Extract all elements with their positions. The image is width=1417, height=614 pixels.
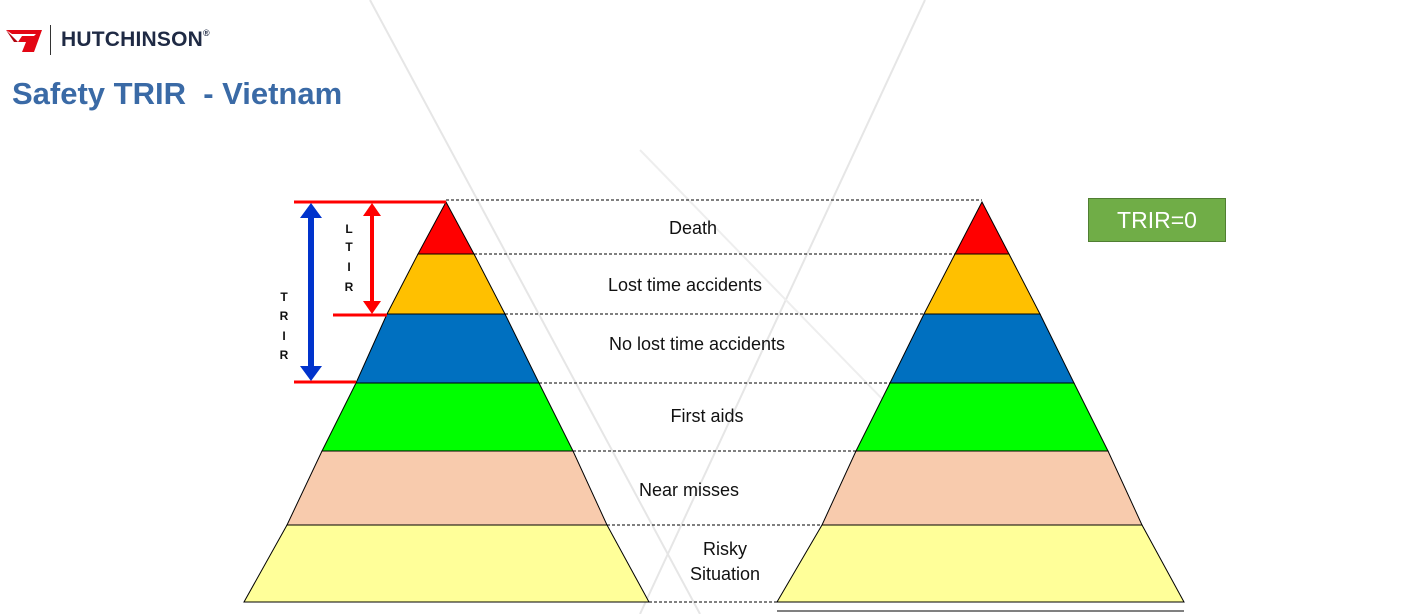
background-line <box>639 0 926 614</box>
right-level-first-aids <box>855 382 1109 452</box>
level-label-risky-line: Risky <box>703 539 747 559</box>
level-label-lost-time: Lost time accidents <box>608 275 762 295</box>
right-pyramid <box>776 200 1185 612</box>
ltir-indicator <box>294 200 446 317</box>
trir-letters: T R I R <box>280 290 289 362</box>
hutchinson-logo-icon <box>6 30 42 52</box>
level-label-death: Death <box>669 218 717 238</box>
svg-text:R: R <box>280 309 289 323</box>
right-level-risky <box>776 524 1185 603</box>
right-level-no-lost-time <box>889 313 1075 384</box>
left-level-first-aids <box>321 382 574 452</box>
svg-text:R: R <box>345 280 354 294</box>
level-label-no-lost-time: No lost time accidents <box>609 334 785 354</box>
right-level-death <box>954 200 1010 255</box>
svg-text:L: L <box>345 222 352 236</box>
level-label-risky: Risky Situation <box>690 539 760 584</box>
right-level-lost-time <box>923 253 1041 315</box>
level-label-near-misses: Near misses <box>639 480 739 500</box>
svg-text:I: I <box>282 329 285 343</box>
logo-separator <box>50 25 51 55</box>
svg-text:I: I <box>347 260 350 274</box>
svg-text:R: R <box>280 348 289 362</box>
trir-indicator <box>294 203 356 384</box>
left-level-no-lost-time <box>355 313 540 384</box>
svg-text:T: T <box>280 290 288 304</box>
header: HUTCHINSON® <box>4 22 210 58</box>
left-level-lost-time <box>386 253 506 315</box>
left-level-death <box>417 200 475 255</box>
brand-name: HUTCHINSON® <box>61 28 210 51</box>
connector-lines <box>446 199 982 603</box>
level-label-first-aids: First aids <box>670 406 743 426</box>
level-label-risky-line: Situation <box>690 564 760 584</box>
left-pyramid <box>243 200 650 603</box>
left-level-risky <box>243 524 650 603</box>
right-level-near-misses <box>821 450 1143 526</box>
ltir-letters: L T I R <box>345 222 354 294</box>
trir-value-badge: TRIR=0 <box>1088 198 1226 242</box>
background-line <box>369 0 701 614</box>
page-title: Safety TRIR - Vietnam <box>12 76 343 111</box>
left-level-near-misses <box>286 450 608 526</box>
svg-text:T: T <box>345 240 353 254</box>
